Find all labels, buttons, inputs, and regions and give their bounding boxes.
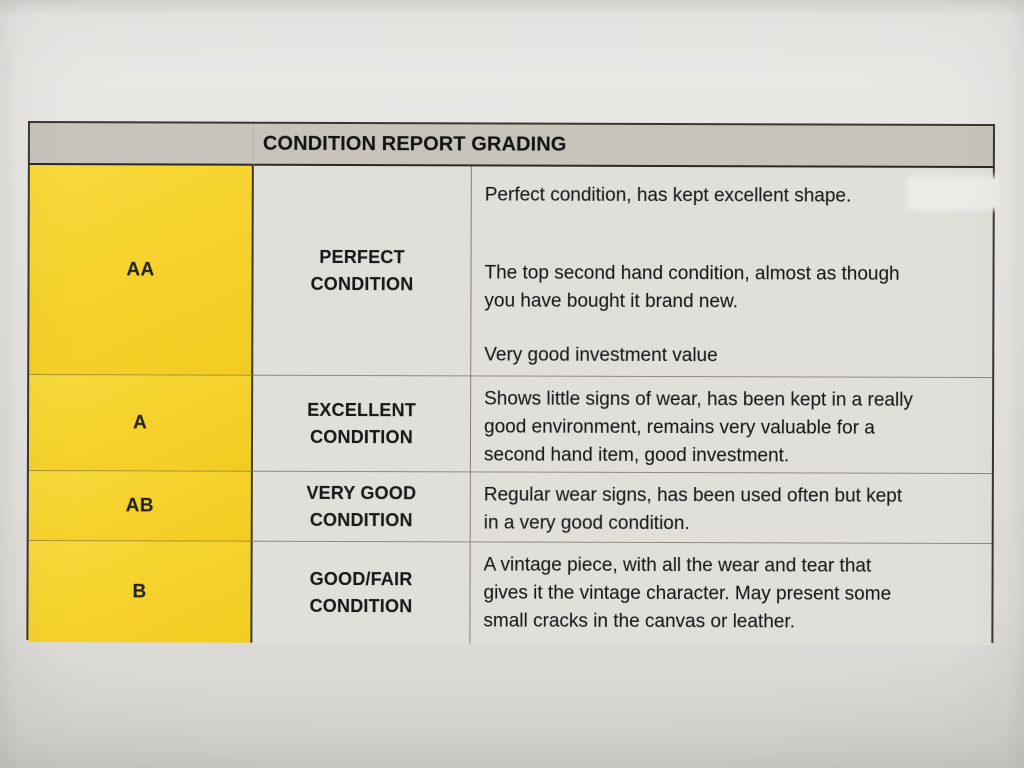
description-cell-ab: Regular wear signs, has been used often … xyxy=(470,471,992,544)
description-paragraph: A vintage piece, with all the wear and t… xyxy=(483,554,892,633)
grade-label: B xyxy=(132,580,147,602)
condition-label: PERFECT CONDITION xyxy=(310,246,414,294)
grade-cell-aa: AA xyxy=(29,165,254,375)
condition-label: EXCELLENT CONDITION xyxy=(307,399,417,447)
condition-grading-table: CONDITION REPORT GRADING AA PERFECT COND… xyxy=(26,121,998,646)
condition-cell-a: EXCELLENT CONDITION xyxy=(252,374,472,472)
grade-label: AA xyxy=(126,258,155,280)
condition-cell-b: GOOD/FAIR CONDITION xyxy=(252,540,471,644)
condition-cell-aa: PERFECT CONDITION xyxy=(253,165,472,376)
header-spacer-cell xyxy=(29,123,254,166)
description-paragraph: Shows little signs of wear, has been kep… xyxy=(483,388,913,467)
description-cell-b: A vintage piece, with all the wear and t… xyxy=(470,541,992,646)
grade-label: A xyxy=(132,411,148,433)
white-out-patch xyxy=(909,178,998,208)
condition-cell-ab: VERY GOOD CONDITION xyxy=(252,470,471,542)
grade-cell-a: A xyxy=(28,374,254,471)
table-header-cell: CONDITION REPORT GRADING xyxy=(253,123,993,169)
description-cell-a: Shows little signs of wear, has been kep… xyxy=(470,375,993,474)
table-title: CONDITION REPORT GRADING xyxy=(262,132,567,156)
description-paragraph: Regular wear signs, has been used often … xyxy=(483,484,903,535)
grade-cell-ab: AB xyxy=(28,470,253,541)
condition-label: GOOD/FAIR CONDITION xyxy=(309,568,413,616)
grade-cell-b: B xyxy=(28,540,253,643)
description-paragraph: Perfect condition, has kept excellent sh… xyxy=(484,184,852,207)
condition-label: VERY GOOD CONDITION xyxy=(306,482,417,530)
description-paragraph: The top second hand condition, almost as… xyxy=(484,262,900,313)
description-paragraph: Very good investment value xyxy=(484,344,718,367)
description-cell-aa: Perfect condition, has kept excellent sh… xyxy=(471,166,998,378)
grade-label: AB xyxy=(125,494,154,516)
